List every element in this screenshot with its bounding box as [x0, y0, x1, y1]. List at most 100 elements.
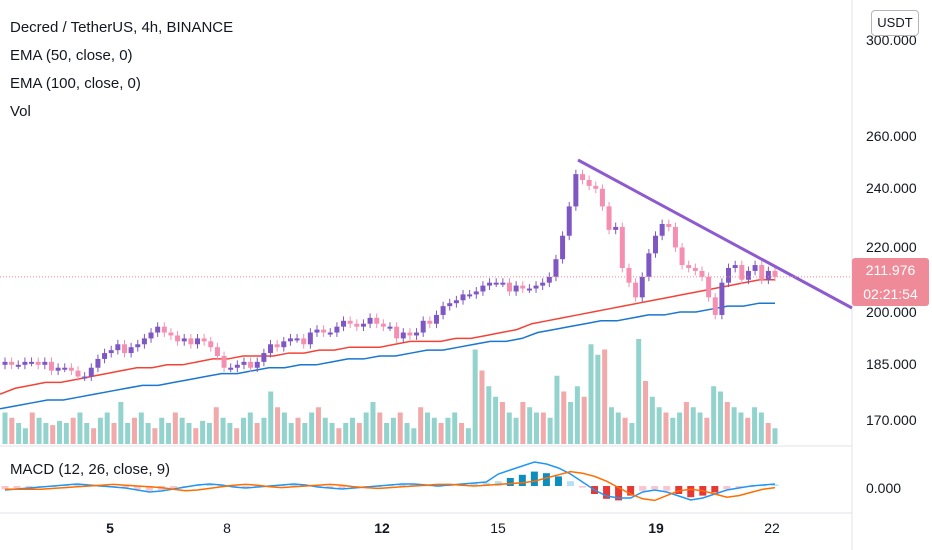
macd-histogram-bar [145, 486, 153, 491]
candle-body [234, 364, 240, 368]
candle-body [506, 282, 512, 292]
macd-histogram-bar [615, 486, 623, 501]
candle-body [387, 326, 393, 329]
macd-histogram-bar [494, 481, 502, 486]
volume-bar [234, 428, 240, 444]
volume-bar [70, 417, 76, 444]
volume-bar [622, 417, 628, 444]
price-tick-label: 220.000 [866, 239, 917, 255]
macd-histogram-bar [675, 486, 683, 494]
volume-bar [370, 402, 376, 444]
candle-body [732, 265, 738, 268]
volume-bar [336, 428, 342, 444]
volume-legend[interactable]: Vol [10, 103, 31, 120]
candle-body [42, 361, 48, 365]
macd-histogram-bar [518, 474, 526, 486]
volume-bar [513, 417, 519, 444]
volume-bar [97, 417, 103, 444]
volume-bar [43, 423, 49, 444]
candle-body [367, 317, 373, 324]
volume-bar [424, 412, 430, 444]
volume-bar [711, 386, 717, 444]
volume-bar [397, 412, 403, 444]
volume-bar [131, 417, 137, 444]
candle-body [261, 353, 267, 362]
ema50-legend[interactable]: EMA (50, close, 0) [10, 47, 133, 64]
macd-histogram-bar [771, 484, 779, 486]
candle-body [619, 226, 625, 268]
volume-bar [227, 423, 233, 444]
symbol-title[interactable]: Decred / TetherUS, 4h, BINANCE [10, 19, 234, 36]
candle-body [48, 361, 54, 371]
ema100-path [0, 302, 775, 410]
volume-bar [2, 412, 8, 444]
volume-bar [499, 402, 505, 444]
volume-bar [111, 423, 117, 444]
macd-legend[interactable]: MACD (12, 26, close, 9) [10, 461, 171, 478]
candle-body [121, 344, 127, 354]
volume-bar [206, 423, 212, 444]
trendline[interactable] [577, 158, 853, 310]
macd-histogram-bar [639, 486, 647, 491]
volume-bar [104, 412, 110, 444]
volume-bar [445, 417, 451, 444]
candle-body [726, 268, 732, 283]
volume-bar [663, 412, 669, 444]
volume-bar [350, 417, 356, 444]
macd-histogram-bar [73, 484, 81, 486]
volume-bar [9, 417, 15, 444]
volume-bar [404, 423, 410, 444]
volume-bar [731, 407, 737, 444]
volume-bar [281, 412, 287, 444]
candle-body [692, 268, 698, 271]
candle-body [161, 326, 167, 333]
volume-bar [649, 396, 655, 444]
macd-histogram-bar [470, 483, 478, 486]
volume-bar [738, 412, 744, 444]
volume-bar [118, 402, 124, 444]
volume-bar [772, 428, 778, 444]
volume-bar [268, 391, 274, 444]
volume-bar [152, 428, 158, 444]
volume-bar [329, 423, 335, 444]
date-tick-label: 12 [374, 520, 390, 536]
macd-tick-label: 0.000 [866, 480, 901, 496]
ema100-legend[interactable]: EMA (100, close, 0) [10, 75, 141, 92]
candle-body [447, 303, 453, 307]
volume-bar [309, 412, 315, 444]
candle-body [394, 326, 400, 339]
candle-body [772, 270, 778, 277]
time-axis[interactable]: 5 8 12 15 19 22 [106, 520, 780, 536]
volume-bar [240, 417, 246, 444]
macd-histogram-bar [13, 486, 21, 489]
volume-bar [520, 402, 526, 444]
volume-bar [343, 423, 349, 444]
volume-bar [254, 423, 260, 444]
volume-bar [527, 407, 533, 444]
bar-countdown: 02:21:54 [863, 286, 918, 302]
volume-bar [608, 407, 614, 444]
price-axis[interactable]: 300.000 260.000 240.000 220.000 200.000 185.0… [866, 32, 917, 496]
macd-histogram-bar [1, 486, 9, 490]
price-tick-label: 170.000 [866, 412, 917, 428]
price-tick-label: 300.000 [866, 32, 917, 48]
candle-body [739, 265, 745, 280]
volume-bar [568, 402, 574, 444]
volume-bar [29, 412, 35, 444]
candle-body [427, 320, 433, 324]
price-tick-label: 260.000 [866, 128, 917, 144]
candle-body [759, 265, 765, 280]
candle-body [108, 350, 114, 354]
macd-histogram-bar [579, 486, 586, 488]
volume-bar [125, 423, 131, 444]
volume-bar [302, 423, 308, 444]
volume-bar [390, 417, 396, 444]
volume-bar [356, 423, 362, 444]
date-tick-label: 19 [648, 520, 664, 536]
candle-body [493, 282, 499, 285]
macd-histogram-bar [206, 484, 214, 486]
candle-body [599, 188, 605, 207]
date-tick-label: 15 [490, 520, 506, 536]
currency-button[interactable]: USDT [871, 10, 919, 36]
